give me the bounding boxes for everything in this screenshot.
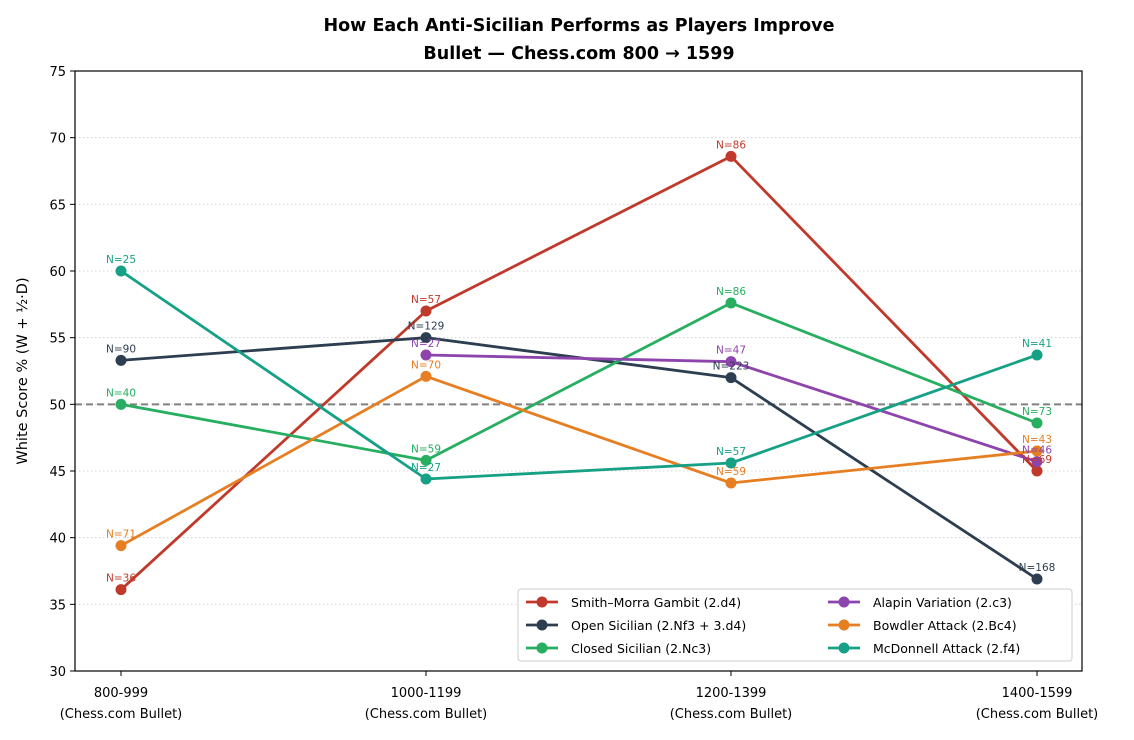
- gridlines: [75, 70, 1082, 672]
- series-5-point: [1031, 349, 1043, 361]
- legend-label: McDonnell Attack (2.f4): [873, 641, 1020, 656]
- series-3-point: [420, 349, 432, 361]
- series-0-n-label: N=69: [1022, 454, 1052, 466]
- series-5-point: [115, 265, 127, 277]
- series-1-n-label: N=129: [408, 321, 445, 333]
- series-0-point: [420, 305, 432, 317]
- series-3-point: [1031, 456, 1043, 468]
- series-2-point: [115, 398, 127, 410]
- series-4-n-label: N=70: [411, 359, 441, 371]
- x-tick-label: 1400-1599: [1002, 686, 1073, 701]
- series-2-n-label: N=40: [106, 387, 136, 399]
- x-tick-sublabel: (Chess.com Bullet): [365, 707, 488, 722]
- series-4-line: [120, 374, 1038, 547]
- series-5-n-label: N=25: [106, 254, 136, 266]
- series-1-n-label: N=168: [1019, 562, 1056, 574]
- series-5-n-label: N=57: [716, 446, 746, 458]
- series-1-n-label: N=90: [106, 343, 136, 355]
- legend-swatch-marker: [536, 619, 548, 631]
- y-tick-label: 35: [49, 598, 66, 613]
- legend-box: [517, 588, 1073, 662]
- y-tick-label: 50: [49, 398, 66, 413]
- series-2-line: [120, 301, 1038, 462]
- series-4-n-label: N=71: [106, 529, 136, 541]
- series-1-point: [1031, 573, 1043, 585]
- x-tick-label: 1200-1399: [696, 686, 767, 701]
- x-tick-sublabel: (Chess.com Bullet): [670, 707, 793, 722]
- series-2-point: [420, 454, 432, 466]
- series-group: [115, 150, 1043, 596]
- legend-label: Smith–Morra Gambit (2.d4): [571, 595, 741, 610]
- x-tick-label: 1000-1199: [391, 686, 462, 701]
- series-2-point: [725, 297, 737, 309]
- y-tick-label: 60: [49, 265, 66, 280]
- series-0-n-label: N=86: [716, 139, 746, 151]
- series-5-point: [420, 473, 432, 485]
- series-0-point: [115, 584, 127, 596]
- series-1-point: [420, 332, 432, 344]
- series-4-point: [1031, 445, 1043, 457]
- y-tick-label: 45: [49, 465, 66, 480]
- y-tick-label: 65: [49, 198, 66, 213]
- chart-subtitle: Bullet — Chess.com 800 → 1599: [423, 44, 734, 64]
- series-4-point: [725, 477, 737, 489]
- series-1-point: [115, 354, 127, 366]
- series-3-n-label: N=47: [716, 345, 746, 357]
- legend-label: Open Sicilian (2.Nf3 + 3.d4): [571, 618, 746, 633]
- x-tick-sublabel: (Chess.com Bullet): [60, 707, 183, 722]
- series-0-point: [725, 150, 737, 162]
- legend-label: Bowdler Attack (2.Bc4): [873, 618, 1017, 633]
- series-0-line: [120, 154, 1039, 591]
- series-5-n-label: N=41: [1022, 338, 1052, 350]
- chart-title: How Each Anti-Sicilian Performs as Playe…: [324, 16, 835, 36]
- y-tick-label: 40: [49, 532, 66, 547]
- y-tick-label: 55: [49, 332, 66, 347]
- legend-swatch-marker: [838, 596, 850, 608]
- x-tick-sublabel: (Chess.com Bullet): [976, 707, 1099, 722]
- series-0-n-label: N=57: [411, 294, 441, 306]
- series-2-point: [1031, 417, 1043, 429]
- legend-label: Closed Sicilian (2.Nc3): [571, 641, 711, 656]
- series-2-n-label: N=59: [411, 443, 441, 455]
- series-3-point: [725, 356, 737, 368]
- legend-label: Alapin Variation (2.c3): [873, 595, 1012, 610]
- legend: Smith–Morra Gambit (2.d4) Open Sicilian (…: [517, 588, 1073, 662]
- legend-swatch-marker: [838, 619, 850, 631]
- series-5-line: [120, 269, 1038, 481]
- series-0-n-label: N=36: [106, 573, 136, 585]
- x-tick-label: 800-999: [94, 686, 148, 701]
- series-4-n-label: N=43: [1022, 434, 1052, 446]
- series-1-point: [725, 372, 737, 384]
- legend-swatch-marker: [536, 642, 548, 654]
- y-tick-label: 30: [49, 665, 66, 680]
- legend-swatch-marker: [536, 596, 548, 608]
- y-axis-label: White Score % (W + ½·D): [15, 277, 31, 464]
- legend-swatch-marker: [838, 642, 850, 654]
- y-tick-label: 70: [49, 132, 66, 147]
- series-2-n-label: N=73: [1022, 406, 1052, 418]
- series-4-point: [420, 370, 432, 382]
- y-tick-label: 75: [49, 65, 66, 80]
- data-labels: N=36 N=57 N=86 N=69 N=90 N=129 N=223 N=168 N=40 N…: [106, 139, 1055, 584]
- series-0-point: [1031, 465, 1043, 477]
- series-3-n-label: N=27: [411, 338, 441, 350]
- plot-frame: [74, 70, 1083, 672]
- series-2-n-label: N=86: [716, 286, 746, 298]
- series-1-n-label: N=223: [713, 361, 750, 373]
- series-4-n-label: N=59: [716, 466, 746, 478]
- series-5-n-label: N=27: [411, 462, 441, 474]
- series-5-point: [725, 457, 737, 469]
- series-4-point: [115, 540, 127, 552]
- series-3-n-label: N=46: [1022, 445, 1052, 457]
- axes: 30 35 40 45 50 55 60 65 70 75 800-999 (Chess.com Bu…: [49, 65, 1098, 722]
